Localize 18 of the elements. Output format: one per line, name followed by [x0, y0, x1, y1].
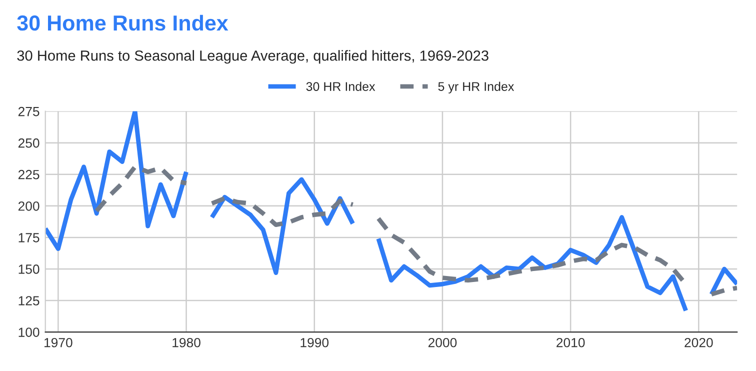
x-tick-label: 2000 [428, 338, 457, 348]
y-tick-label: 150 [18, 264, 40, 274]
y-tick-label: 175 [18, 233, 40, 242]
y-tick-label: 275 [18, 106, 40, 116]
y-tick-label: 200 [18, 201, 40, 211]
legend-label: 5 yr HR Index [438, 82, 514, 94]
y-tick-label: 100 [18, 328, 40, 337]
x-tick-label: 1990 [300, 338, 329, 348]
y-tick-label: 125 [18, 296, 40, 306]
legend-label: 30 HR Index [306, 82, 376, 91]
x-tick-label: 2010 [556, 338, 585, 348]
chart-title: 30 Home Runs Index [17, 14, 228, 31]
y-tick-label: 225 [18, 170, 40, 180]
x-tick-label: 1970 [44, 338, 72, 348]
y-tick-label: 250 [18, 138, 40, 148]
x-tick-label: 2020 [684, 338, 713, 348]
chart-subtitle: 30 Home Runs to Seasonal League Average, qualified hitters, 1969-2023 [17, 50, 488, 64]
x-tick-label: 1980 [172, 338, 200, 348]
